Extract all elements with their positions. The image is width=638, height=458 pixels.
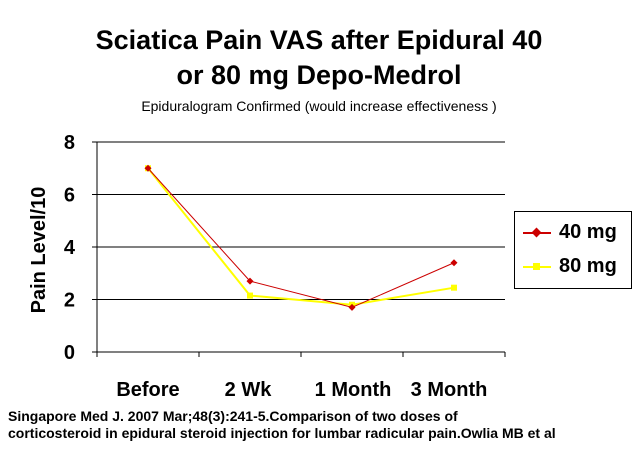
y-tick-label: 8: [64, 132, 75, 154]
chart-title-line1: Sciatica Pain VAS after Epidural 40: [95, 25, 543, 55]
x-tick-label: 2 Wk: [225, 379, 273, 401]
x-tick-label: Before: [116, 379, 179, 401]
legend-label-80mg: 80 mg: [559, 255, 617, 277]
series-line-40mg: [147, 167, 455, 308]
citation: Singapore Med J. 2007 Mar;48(3):241-5.Co…: [8, 408, 633, 442]
citation-line1: Singapore Med J. 2007 Mar;48(3):241-5.Co…: [8, 408, 458, 424]
legend: 40 mg 80 mg: [514, 211, 632, 289]
data-point-40mg: [144, 164, 152, 172]
data-point-40mg: [348, 303, 356, 311]
y-axis-label: Pain Level/10: [28, 187, 50, 314]
chart-title-line2: or 80 mg Depo-Medrol: [176, 60, 462, 90]
y-tick-label: 6: [64, 185, 75, 207]
x-tick-label: 1 Month: [315, 379, 392, 401]
legend-marker-40mg: [531, 227, 542, 238]
data-point-80mg: [247, 292, 253, 299]
legend-item-80mg: 80 mg: [515, 253, 631, 281]
y-tick-label: 2: [64, 290, 75, 312]
y-tick-label: 0: [64, 342, 75, 364]
legend-label-40mg: 40 mg: [559, 221, 617, 243]
chart-subtitle: Epiduralogram Confirmed (would increase …: [141, 98, 497, 114]
data-point-80mg: [451, 284, 457, 291]
legend-marker-80mg: [533, 263, 540, 270]
series-line-80mg: [147, 167, 455, 306]
x-tick-label: 3 Month: [411, 379, 488, 401]
y-tick-label: 4: [64, 237, 76, 259]
legend-item-40mg: 40 mg: [515, 219, 631, 247]
citation-line2: corticosteroid in epidural steroid injec…: [8, 425, 556, 441]
data-point-40mg: [246, 277, 254, 285]
data-point-40mg: [450, 259, 458, 267]
